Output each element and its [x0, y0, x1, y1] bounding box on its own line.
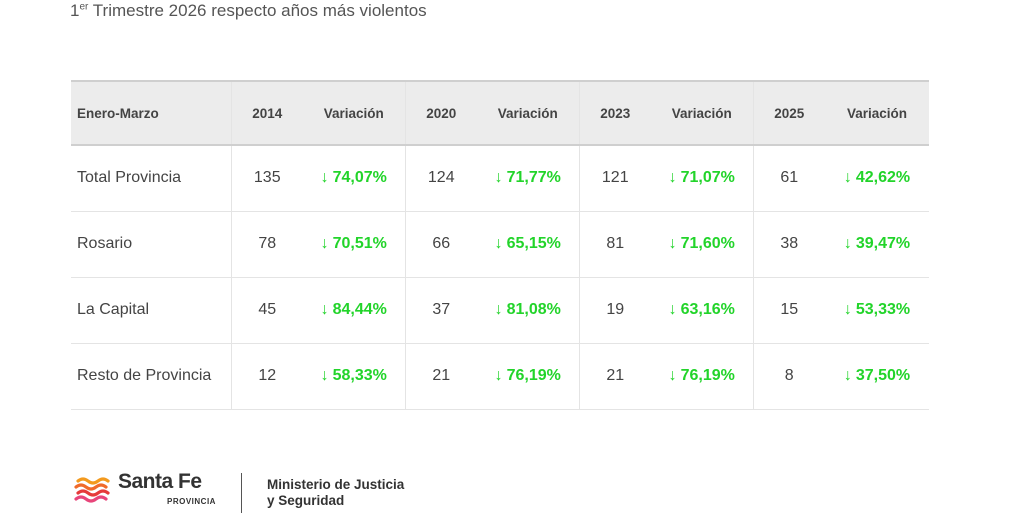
down-arrow-icon: ↓: [843, 235, 852, 252]
variation-value: 63,16%: [680, 301, 735, 318]
count-cell: 37: [404, 277, 477, 343]
comparison-table: Enero-Marzo 2014 Variación 2020 Variació…: [71, 80, 929, 410]
down-arrow-icon: ↓: [494, 169, 503, 187]
variation-value: 74,07%: [332, 169, 387, 187]
down-arrow-icon: ↓: [668, 169, 677, 187]
down-arrow-icon: ↓: [843, 367, 852, 384]
variation-value: 76,19%: [506, 367, 561, 384]
header-year-2014: 2014: [230, 81, 303, 145]
count-cell: 124: [404, 145, 477, 211]
variation-value: 84,44%: [332, 301, 387, 318]
variation-value: 76,19%: [680, 367, 735, 384]
variation-cell: ↓ 39,47%: [825, 211, 929, 277]
header-variation: Variación: [846, 105, 908, 121]
count-cell: 12: [230, 343, 303, 409]
count-cell: 19: [578, 277, 651, 343]
down-arrow-icon: ↓: [320, 367, 329, 384]
variation-cell: ↓ 76,19%: [477, 343, 579, 409]
count-cell: 61: [752, 145, 825, 211]
table-row: La Capital 45 ↓ 84,44% 37 ↓ 81,08% 19 ↓ 63,16% 15 ↓…: [71, 277, 929, 343]
count-cell: 38: [752, 211, 825, 277]
variation-cell: ↓ 42,62%: [825, 145, 929, 211]
down-arrow-icon: ↓: [320, 301, 329, 318]
count-cell: 78: [230, 211, 303, 277]
down-arrow-icon: ↓: [843, 169, 852, 187]
variation-value: 71,60%: [680, 235, 735, 252]
variation-value: 65,15%: [506, 235, 561, 252]
ministry-line-2: y Seguridad: [267, 493, 345, 508]
row-label: Resto de Provincia: [77, 367, 212, 384]
table-row: Total Provincia 135 ↓ 74,07% 124 ↓ 71,77% 121 ↓ 7…: [71, 145, 929, 211]
header-year-2025: 2025: [752, 81, 825, 145]
count-cell: 45: [230, 277, 303, 343]
brand-name: Santa Fe: [118, 470, 202, 493]
header-variation: Variación: [497, 105, 558, 121]
title-text: Trimestre 2026 respecto años más violent…: [88, 1, 427, 20]
count-cell: 21: [578, 343, 651, 409]
variation-cell: ↓ 70,51%: [303, 211, 405, 277]
variation-value: 58,33%: [332, 367, 387, 384]
down-arrow-icon: ↓: [668, 367, 677, 384]
variation-cell: ↓ 65,15%: [477, 211, 579, 277]
count-cell: 8: [752, 343, 825, 409]
header-period: Enero-Marzo: [77, 105, 159, 121]
variation-cell: ↓ 81,08%: [477, 277, 579, 343]
count-cell: 15: [752, 277, 825, 343]
brand-subtitle: PROVINCIA: [167, 497, 216, 506]
variation-value: 53,33%: [855, 301, 911, 318]
variation-value: 37,50%: [855, 367, 911, 384]
down-arrow-icon: ↓: [320, 235, 329, 252]
header-year-2023: 2023: [578, 81, 651, 145]
variation-value: 70,51%: [332, 235, 387, 252]
ministry-line-1: Ministerio de Justicia: [267, 477, 405, 492]
variation-cell: ↓ 76,19%: [651, 343, 753, 409]
table-row: Rosario 78 ↓ 70,51% 66 ↓ 65,15% 81 ↓ 71,60% 38 ↓ 39,…: [71, 211, 929, 277]
down-arrow-icon: ↓: [494, 367, 503, 384]
count-cell: 21: [404, 343, 477, 409]
page-title: 1er Trimestre 2026 respecto años más vio…: [70, 0, 427, 22]
variation-value: 42,62%: [855, 169, 911, 187]
count-cell: 121: [578, 145, 651, 211]
down-arrow-icon: ↓: [668, 301, 677, 318]
ministry-name: Ministerio de Justicia y Seguridad: [267, 477, 404, 509]
down-arrow-icon: ↓: [668, 235, 677, 252]
variation-value: 81,08%: [506, 301, 561, 318]
variation-cell: ↓ 63,16%: [651, 277, 753, 343]
row-label: Rosario: [77, 235, 133, 252]
variation-value: 39,47%: [855, 235, 911, 252]
variation-cell: ↓ 71,77%: [477, 145, 579, 211]
table-row: Resto de Provincia 12 ↓ 58,33% 21 ↓ 76,19% 21 ↓ 7…: [71, 343, 929, 409]
down-arrow-icon: ↓: [494, 235, 503, 252]
down-arrow-icon: ↓: [494, 301, 503, 318]
variation-cell: ↓ 74,07%: [303, 145, 405, 211]
count-cell: 135: [230, 145, 303, 211]
title-ordinal: 1: [70, 1, 80, 20]
down-arrow-icon: ↓: [320, 169, 329, 187]
title-ordinal-suffix: er: [79, 1, 89, 13]
table-header-row: Enero-Marzo 2014 Variación 2020 Variació…: [71, 81, 929, 145]
variation-cell: ↓ 53,33%: [825, 277, 929, 343]
header-variation: Variación: [323, 105, 384, 121]
variation-cell: ↓ 71,07%: [651, 145, 753, 211]
variation-value: 71,07%: [680, 169, 735, 187]
santa-fe-logo-icon: [74, 477, 110, 503]
down-arrow-icon: ↓: [843, 301, 852, 318]
header-variation: Variación: [671, 105, 732, 121]
row-label: Total Provincia: [77, 169, 182, 187]
variation-cell: ↓ 58,33%: [303, 343, 405, 409]
variation-value: 71,77%: [506, 169, 561, 187]
variation-cell: ↓ 84,44%: [303, 277, 405, 343]
variation-cell: ↓ 37,50%: [825, 343, 929, 409]
count-cell: 81: [578, 211, 651, 277]
header-year-2020: 2020: [404, 81, 477, 145]
variation-cell: ↓ 71,60%: [651, 211, 753, 277]
count-cell: 66: [404, 211, 477, 277]
footer-divider: [241, 473, 242, 513]
row-label: La Capital: [77, 301, 150, 318]
